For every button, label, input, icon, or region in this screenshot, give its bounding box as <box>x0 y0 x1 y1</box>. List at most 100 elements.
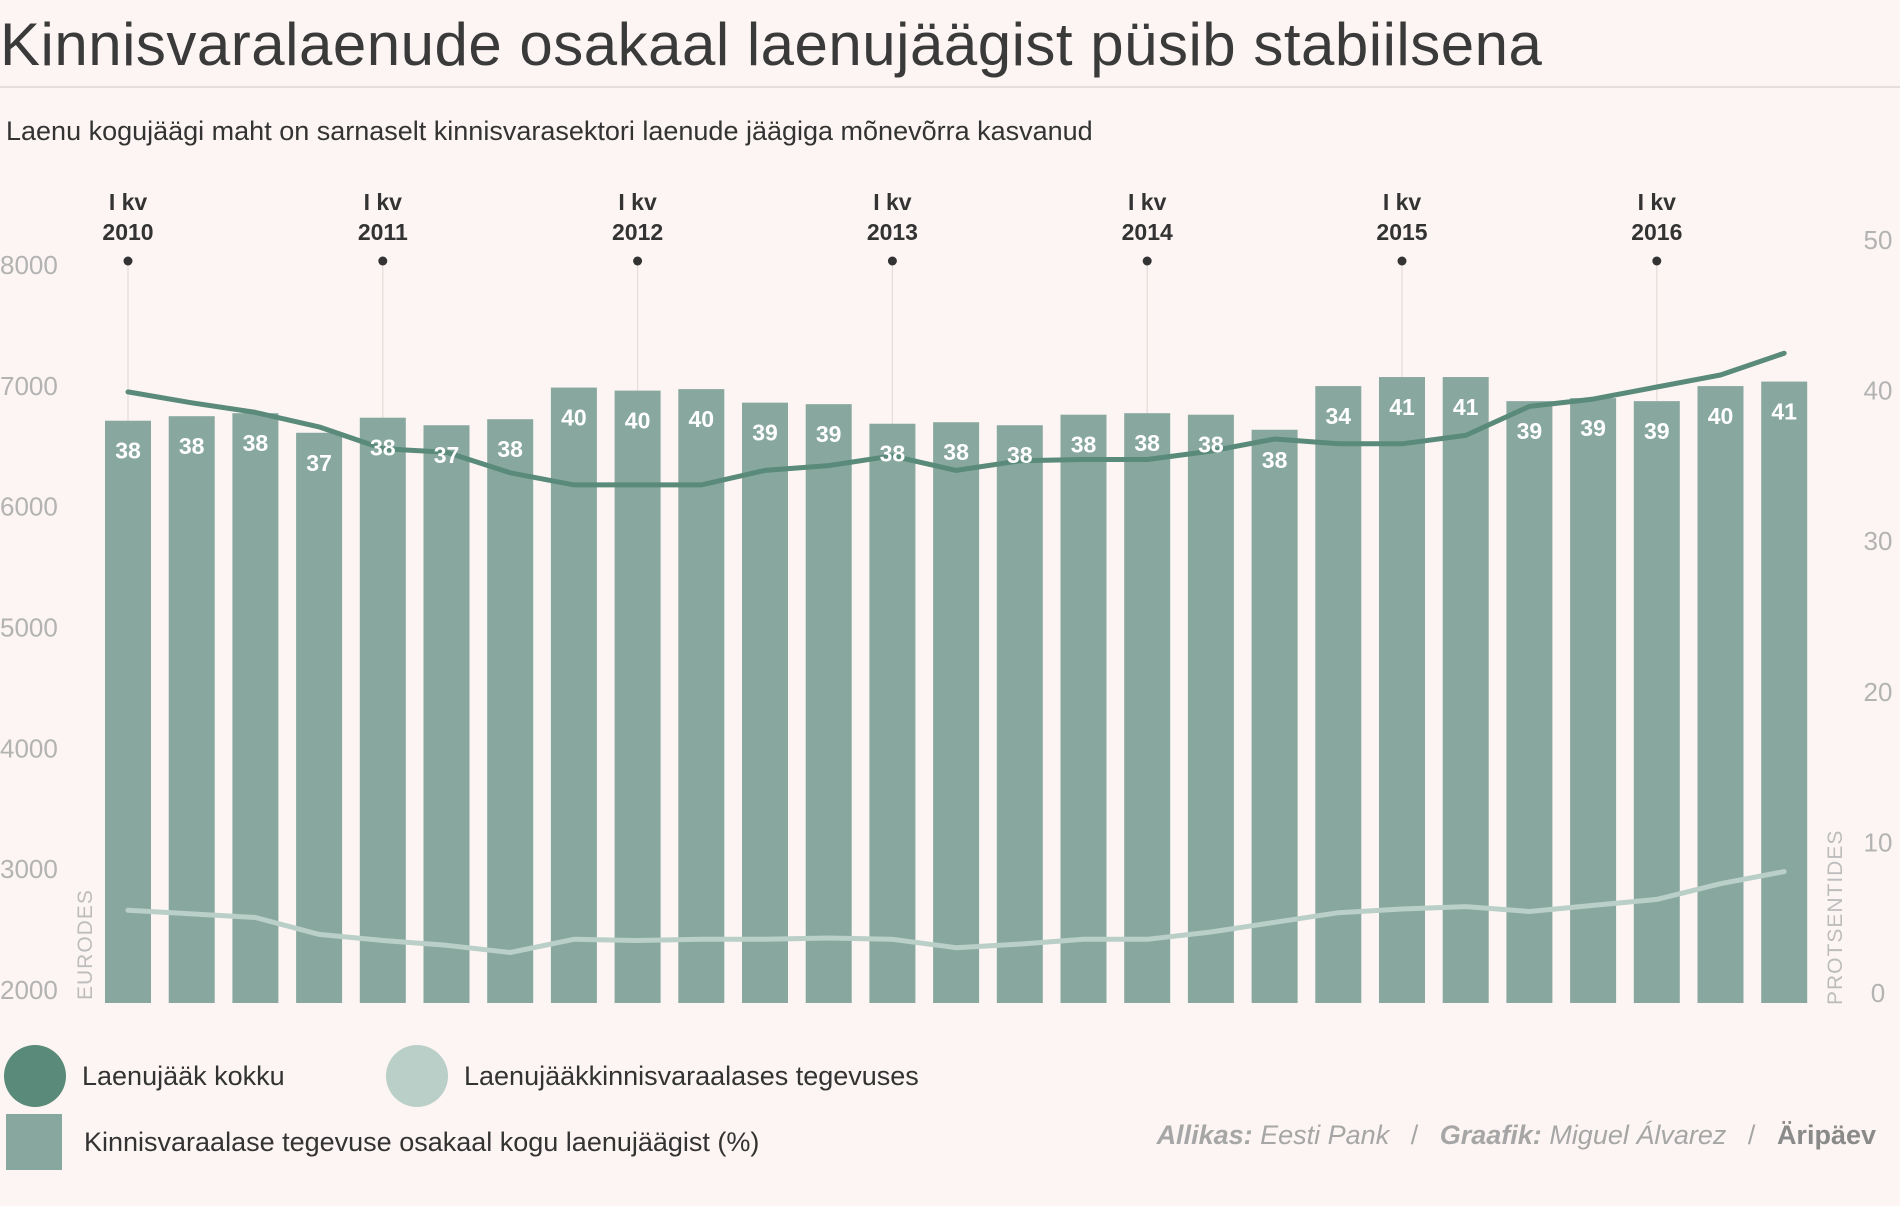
share-bar <box>232 413 279 1003</box>
year-marker-quarter: I kv <box>1383 189 1422 215</box>
title-divider <box>0 86 1900 88</box>
legend-share-swatch <box>6 1114 62 1170</box>
chart-title: Kinnisvaralaenude osakaal laenujäägist p… <box>0 11 1543 78</box>
year-marker-dot <box>123 256 133 266</box>
share-bar-label: 38 <box>1134 430 1160 456</box>
share-bar-label: 38 <box>370 435 396 461</box>
year-marker-dot <box>378 256 388 266</box>
share-bar <box>1506 401 1553 1004</box>
left-axis-tick: 3000 <box>0 854 58 884</box>
share-bar-label: 37 <box>434 442 460 468</box>
share-bar-label: 38 <box>943 439 969 465</box>
legend-realestate: Laenujääkkinnisvaraalases tegevuses <box>386 1045 919 1107</box>
legend-total: Laenujääk kokku <box>4 1045 285 1107</box>
right-axis-tick: 40 <box>1864 376 1893 406</box>
right-axis-tick: 50 <box>1864 225 1893 255</box>
share-bar <box>805 404 852 1003</box>
share-bar-label: 39 <box>1580 415 1606 441</box>
share-bar <box>168 416 215 1003</box>
year-marker-year: 2012 <box>612 219 663 245</box>
share-bar <box>487 419 534 1003</box>
share-bar-label: 40 <box>625 408 651 434</box>
share-bar-label: 38 <box>1198 432 1224 458</box>
share-bar-label: 39 <box>752 420 778 446</box>
legend-share: Kinnisvaraalase tegevuse osakaal kogu la… <box>6 1114 759 1170</box>
right-axis-tick: 10 <box>1864 827 1893 857</box>
year-marker-dot <box>1652 256 1662 266</box>
share-bar <box>1633 401 1680 1004</box>
year-marker-year: 2016 <box>1631 219 1682 245</box>
share-bar <box>550 387 597 1003</box>
year-marker-quarter: I kv <box>364 189 403 215</box>
share-bar-label: 38 <box>115 438 141 464</box>
credits-separator-2: / <box>1747 1120 1756 1150</box>
left-axis-tick: 2000 <box>0 975 58 1005</box>
share-bar <box>614 390 661 1004</box>
share-bar <box>933 422 980 1003</box>
share-bar-label: 40 <box>1708 403 1734 429</box>
share-bar-label: 38 <box>1071 432 1097 458</box>
legend-realestate-swatch <box>386 1045 448 1107</box>
share-bar <box>1315 386 1362 1003</box>
share-bar-label: 40 <box>689 406 715 432</box>
right-axis-tick: 30 <box>1864 526 1893 556</box>
realestate-loan-line <box>125 869 1787 955</box>
share-bar <box>678 389 725 1003</box>
share-bar <box>423 425 470 1003</box>
share-bar-label: 38 <box>243 430 269 456</box>
share-bar-label: 38 <box>497 436 523 462</box>
year-marker-dot <box>633 256 643 266</box>
share-bar <box>1187 414 1234 1003</box>
share-bar-label: 41 <box>1389 394 1415 420</box>
share-bar-label: 39 <box>816 421 842 447</box>
credits-separator-1: / <box>1410 1120 1419 1150</box>
right-axis-title: PROTSENTIDES <box>1824 830 1847 1005</box>
year-marker-dot <box>1142 256 1152 266</box>
share-bar-label: 40 <box>561 405 587 431</box>
share-bar <box>742 402 788 1003</box>
brand-logo: Äripäev <box>1776 1120 1876 1150</box>
legend-total-label: Laenujääk kokku <box>82 1060 285 1091</box>
left-axis-tick: 4000 <box>0 733 58 763</box>
legend-share-label: Kinnisvaraalase tegevuse osakaal kogu la… <box>84 1126 760 1157</box>
share-bar-label: 39 <box>1517 418 1543 444</box>
left-axis-tick: 7000 <box>0 371 58 401</box>
share-bar <box>869 423 916 1003</box>
year-marker-year: 2010 <box>102 219 153 245</box>
share-bar-label: 39 <box>1644 418 1670 444</box>
chart-subtitle: Laenu kogujäägi maht on sarnaselt kinnis… <box>6 116 1093 146</box>
share-bar <box>359 417 406 1003</box>
share-bar <box>1379 377 1425 1003</box>
year-marker-year: 2011 <box>358 219 408 245</box>
total-loan-line <box>125 350 1787 488</box>
share-bar <box>105 420 151 1004</box>
share-bar <box>996 425 1043 1003</box>
left-axis-tick: 5000 <box>0 613 58 643</box>
share-bar <box>1570 398 1617 1003</box>
legend-realestate-label: Laenujääkkinnisvaraalases tegevuses <box>464 1060 919 1091</box>
author-label: Graafik: <box>1439 1120 1542 1150</box>
share-bar-label: 37 <box>306 450 332 476</box>
share-bar <box>296 432 343 1003</box>
right-axis-tick: 0 <box>1871 978 1885 1008</box>
share-bar <box>1251 429 1298 1004</box>
year-marker-quarter: I kv <box>873 189 912 215</box>
source-credits: Allikas: Eesti Pank / Graafik: Miguel Ál… <box>1157 1120 1876 1151</box>
right-axis-tick: 20 <box>1864 677 1893 707</box>
year-marker-dot <box>1397 256 1407 266</box>
share-bar-label: 38 <box>880 441 906 467</box>
share-bar <box>1697 386 1744 1003</box>
year-marker-year: 2014 <box>1122 219 1173 245</box>
year-marker-year: 2015 <box>1376 219 1427 245</box>
share-bar-label: 38 <box>1262 447 1288 473</box>
share-bar <box>1442 377 1489 1003</box>
share-bar-label: 38 <box>1007 442 1033 468</box>
source-value: Eesti Pank <box>1260 1120 1390 1150</box>
legend-total-swatch <box>4 1045 66 1107</box>
author-name: Miguel Álvarez <box>1549 1120 1727 1150</box>
share-bar <box>1060 414 1107 1003</box>
share-bar-label: 38 <box>179 433 205 459</box>
share-bar-label: 41 <box>1453 394 1479 420</box>
left-axis-tick: 8000 <box>0 250 58 280</box>
